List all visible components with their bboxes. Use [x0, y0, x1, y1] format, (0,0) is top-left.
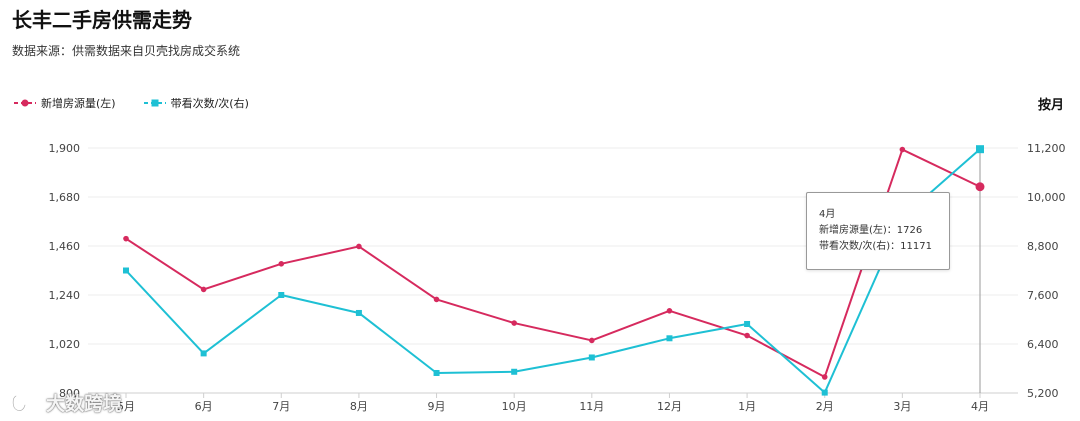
series-line-1 [125, 148, 981, 394]
y-left-tick-label: 1,900 [49, 142, 81, 155]
series-line-0 [125, 148, 981, 378]
legend-item-viewings[interactable]: 带看次数/次(右) [143, 95, 249, 111]
square-marker-icon [143, 99, 166, 107]
x-tick-label: 11月 [579, 400, 604, 413]
chart-tooltip: 4月 新增房源量(左)：1726 带看次数/次(右)：11171 [806, 192, 950, 270]
x-tick-label: 4月 [971, 400, 989, 413]
y-left-tick-label: 1,460 [49, 240, 81, 253]
data-point-listings [356, 243, 362, 250]
chart-legend: 新增房源量(左) 带看次数/次(右) [14, 95, 249, 111]
x-tick-label: 9月 [428, 400, 446, 413]
data-point-listings [200, 286, 207, 293]
data-point-listings [744, 332, 750, 339]
data-point-listings [278, 261, 285, 267]
data-point-listings [511, 320, 517, 326]
x-tick-label: 7月 [272, 400, 290, 413]
data-point-viewings [976, 145, 984, 154]
y-left-tick-label: 800 [59, 387, 80, 400]
data-point-viewings [278, 292, 285, 298]
tooltip-line-viewings: 带看次数/次(右)：11171 [819, 241, 932, 252]
x-tick-label: 1月 [738, 400, 756, 413]
circle-marker-icon [14, 99, 36, 107]
data-point-viewings [123, 267, 129, 274]
y-left-tick-label: 1,680 [49, 191, 81, 204]
page-title: 长丰二手房供需走势 [12, 8, 192, 32]
data-point-listings [899, 146, 906, 153]
y-right-tick-label: 11,200 [1027, 142, 1066, 155]
data-point-viewings [200, 350, 207, 357]
data-point-viewings [433, 369, 440, 376]
y-right-tick-label: 10,000 [1027, 191, 1066, 204]
x-tick-label: 10月 [502, 400, 527, 413]
tooltip-line-listings: 新增房源量(左)：1726 [819, 225, 923, 236]
y-left-tick-label: 1,020 [49, 338, 81, 351]
legend-item-listings[interactable]: 新增房源量(左) [14, 95, 116, 111]
watermark-logo-icon [11, 394, 40, 412]
data-point-listings [433, 296, 440, 303]
data-point-viewings [666, 335, 673, 342]
data-point-viewings [588, 354, 595, 361]
data-point-listings [666, 308, 673, 314]
y-right-tick-label: 8,800 [1027, 240, 1059, 253]
legend-label-viewings: 带看次数/次(右) [170, 97, 249, 110]
watermark-text: 大数跨境 [46, 393, 123, 415]
data-point-listings [821, 374, 828, 380]
y-right-tick-label: 6,400 [1027, 338, 1059, 351]
x-tick-label: 8月 [350, 400, 368, 413]
x-tick-label: 12月 [657, 400, 682, 413]
data-point-listings [975, 182, 985, 192]
tooltip-title: 4月 [819, 209, 836, 220]
y-right-tick-label: 5,200 [1027, 387, 1059, 400]
x-tick-label: 5月 [117, 400, 135, 413]
period-toggle[interactable]: 按月 [1037, 98, 1064, 113]
x-tick-label: 2月 [816, 400, 834, 413]
x-tick-label: 3月 [893, 400, 911, 413]
data-point-viewings [821, 389, 828, 396]
data-point-listings [589, 337, 595, 344]
data-source-note: 数据来源：供需数据来自贝壳找房成交系统 [12, 44, 241, 58]
x-tick-label: 6月 [195, 400, 213, 413]
y-right-tick-label: 7,600 [1027, 289, 1059, 302]
y-left-tick-label: 1,240 [49, 289, 81, 302]
data-point-listings [123, 235, 129, 242]
legend-label-listings: 新增房源量(左) [41, 97, 116, 110]
data-point-viewings [744, 320, 751, 327]
watermark: 大数跨境 [10, 389, 122, 416]
data-point-viewings [511, 368, 518, 375]
data-point-viewings [355, 309, 362, 316]
